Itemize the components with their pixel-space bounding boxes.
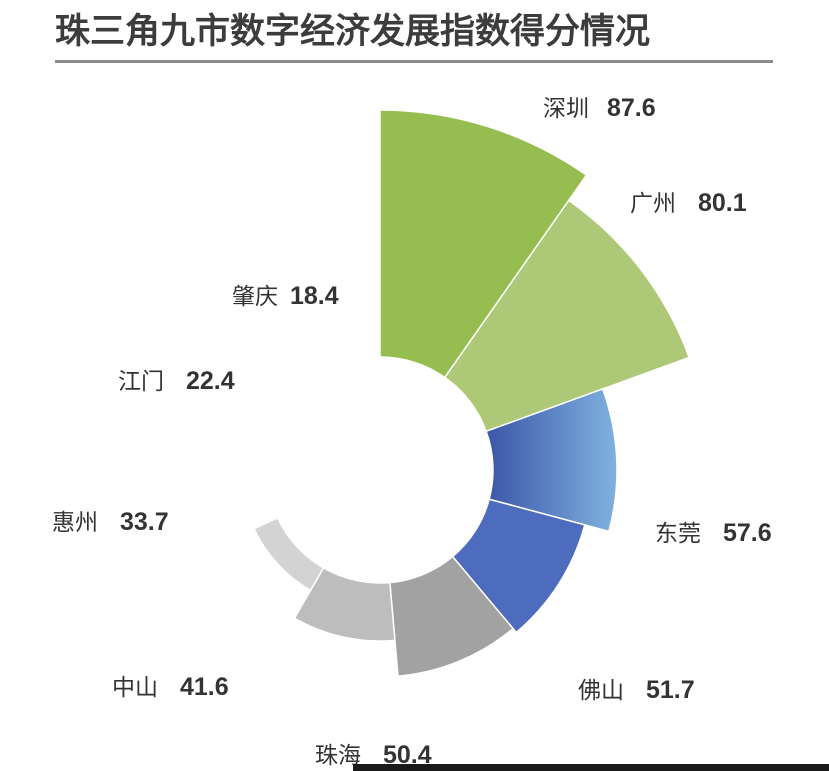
city-label-jiangmen: 江门 <box>118 369 164 395</box>
value-label-dongguan: 57.6 <box>723 519 772 547</box>
city-label-zhaoqing: 肇庆 <box>232 284 278 310</box>
value-label-jiangmen: 22.4 <box>186 367 235 395</box>
chart-title: 珠三角九市数字经济发展指数得分情况 <box>55 12 651 52</box>
city-label-shenzhen: 深圳 <box>543 96 589 122</box>
chart-sectors <box>253 109 691 678</box>
value-label-foshan: 51.7 <box>646 676 695 704</box>
value-label-zhongshan: 41.6 <box>180 673 229 701</box>
city-label-dongguan: 东莞 <box>655 521 701 547</box>
city-label-zhongshan: 中山 <box>112 675 158 701</box>
chart-labels: 深圳 87.6广州 80.1东莞 57.6佛山 51.7珠海 50.4中山 41.6惠州 33… <box>52 94 772 769</box>
city-label-guangzhou: 广州 <box>630 191 676 217</box>
value-label-guangzhou: 80.1 <box>698 189 747 217</box>
value-label-zhaoqing: 18.4 <box>290 282 339 310</box>
city-label-huizhou: 惠州 <box>52 510 98 536</box>
city-label-foshan: 佛山 <box>578 678 624 704</box>
bottom-edge-strip <box>353 764 829 771</box>
title-divider <box>55 60 773 63</box>
value-label-huizhou: 33.7 <box>120 508 169 536</box>
value-label-shenzhen: 87.6 <box>607 94 656 122</box>
donut-hole <box>267 357 493 583</box>
